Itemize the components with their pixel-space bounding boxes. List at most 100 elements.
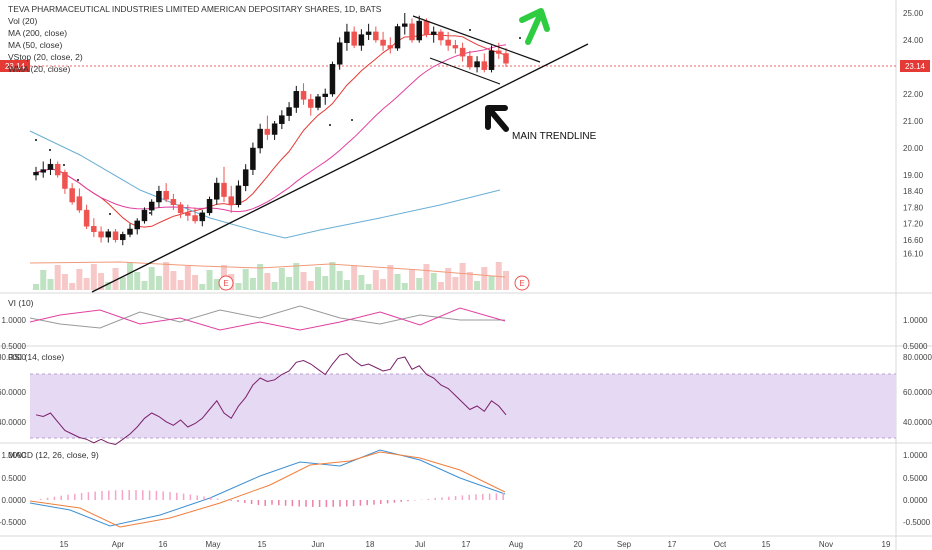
candle-body <box>40 169 46 173</box>
volume-bar <box>199 284 206 290</box>
subpanel-tick-label-left: 40.0000 <box>0 418 27 427</box>
chart-title: TEVA PHARMACEUTICAL INDUSTRIES LIMITED A… <box>8 4 382 14</box>
svg-text:E: E <box>519 279 524 288</box>
legend-vol[interactable]: Vol (20) <box>8 16 37 26</box>
legend-wma[interactable]: WMA (20, close) <box>8 64 71 74</box>
time-tick-label: 20 <box>574 540 583 549</box>
vstop-dot <box>63 164 65 166</box>
volume-bar <box>206 270 213 290</box>
candle-body <box>235 185 242 205</box>
candle-body <box>69 188 75 203</box>
candle-body <box>91 226 97 232</box>
volume-bar <box>47 279 54 290</box>
candle-body <box>83 209 90 227</box>
candles <box>33 13 509 246</box>
price-tick-label: 22.00 <box>903 90 924 99</box>
ma50-line <box>35 44 507 213</box>
macd-label[interactable]: MACD (12, 26, close, 9) <box>8 450 99 460</box>
legend-vstop[interactable]: VStop (20, close, 2) <box>8 52 83 62</box>
last-price-tag-right <box>900 60 930 72</box>
subpanel-tick-label-left: 60.0000 <box>0 388 27 397</box>
candle-body <box>300 91 307 100</box>
vstop-dot <box>351 119 353 121</box>
volume-bar <box>163 262 170 290</box>
time-tick-label: Nov <box>819 540 833 549</box>
volume-bar <box>235 283 242 290</box>
candle-body <box>54 163 61 176</box>
volume-bar <box>249 278 256 290</box>
candle-body <box>315 96 321 108</box>
volume-bar <box>242 269 249 290</box>
time-tick-label: Jun <box>312 540 325 549</box>
candle-body <box>250 147 256 170</box>
last-price-right: 23.14 <box>905 62 926 71</box>
vi-label[interactable]: VI (10) <box>8 298 34 308</box>
candle-body <box>242 169 249 187</box>
candle-body <box>308 99 314 108</box>
price-tick-label: 20.00 <box>903 144 924 153</box>
candle-body <box>112 231 119 241</box>
candle-body <box>156 190 162 203</box>
candle-body <box>177 204 184 214</box>
volume-bar <box>336 271 343 290</box>
subpanel-tick-label: 40.0000 <box>903 418 932 427</box>
candle-body <box>206 199 213 214</box>
last-price-left: 23.14 <box>5 62 26 71</box>
volume-bar <box>54 265 61 290</box>
candle-body <box>141 209 148 222</box>
volume-bar <box>387 265 394 290</box>
wma-line <box>35 33 507 228</box>
axis-ticks: 25.0024.0023.0022.0021.0020.0019.0018.40… <box>0 9 932 549</box>
candle-body <box>387 45 394 49</box>
candle-body <box>358 34 365 46</box>
legend-ma200[interactable]: MA (200, close) <box>8 28 67 38</box>
price-tick-label: 16.60 <box>903 236 924 245</box>
time-tick-label: 18 <box>366 540 375 549</box>
volume-bar <box>278 268 285 290</box>
candle-body <box>373 31 379 41</box>
rsi-label[interactable]: RSI (14, close) <box>8 352 64 362</box>
earnings-marker[interactable]: E <box>218 275 234 291</box>
volume-bar <box>69 283 76 290</box>
candle-body <box>474 61 480 68</box>
volume-bar <box>264 273 271 290</box>
price-tick-label: 21.00 <box>903 117 924 126</box>
candle-body <box>351 31 357 46</box>
time-tick-label: 17 <box>668 540 677 549</box>
candle-body <box>221 182 227 197</box>
volume-bar <box>459 263 466 290</box>
volume-bar <box>380 279 387 290</box>
time-tick-label: Sep <box>617 540 632 549</box>
candle-body <box>214 182 220 200</box>
subpanel-tick-label: 80.0000 <box>903 353 932 362</box>
subpanel-tick-label-left: 0.5000 <box>2 342 27 351</box>
candle-body <box>336 42 343 65</box>
volume-bar <box>141 281 148 290</box>
time-tick-label: 17 <box>462 540 471 549</box>
subpanel-tick-label: -0.5000 <box>903 518 931 527</box>
subpanel-tick-label: 0.5000 <box>903 474 928 483</box>
subpanel-tick-label-left: -0.5000 <box>0 518 27 527</box>
earnings-marker[interactable]: E <box>514 275 530 291</box>
volume-bar <box>76 269 83 290</box>
vstop-dot <box>49 149 51 151</box>
volume-bar <box>358 275 365 290</box>
vi-minus-line <box>29 305 505 329</box>
legend-ma50[interactable]: MA (50, close) <box>8 40 62 50</box>
volume-bar <box>192 275 199 290</box>
volume-bar <box>445 268 452 290</box>
candle-body <box>199 212 206 222</box>
candle-body <box>467 55 473 68</box>
main-trendline-label: MAIN TRENDLINE <box>512 131 597 142</box>
candle-body <box>329 64 336 95</box>
time-tick-label: 16 <box>159 540 168 549</box>
candle-body <box>257 128 263 149</box>
subpanel-tick-label: 0.5000 <box>903 342 928 351</box>
volume-bar <box>488 276 495 290</box>
candle-body <box>148 201 155 211</box>
subpanel-tick-label-left: 0.5000 <box>2 474 27 483</box>
candle-body <box>279 115 285 124</box>
volume-bar <box>286 277 293 290</box>
